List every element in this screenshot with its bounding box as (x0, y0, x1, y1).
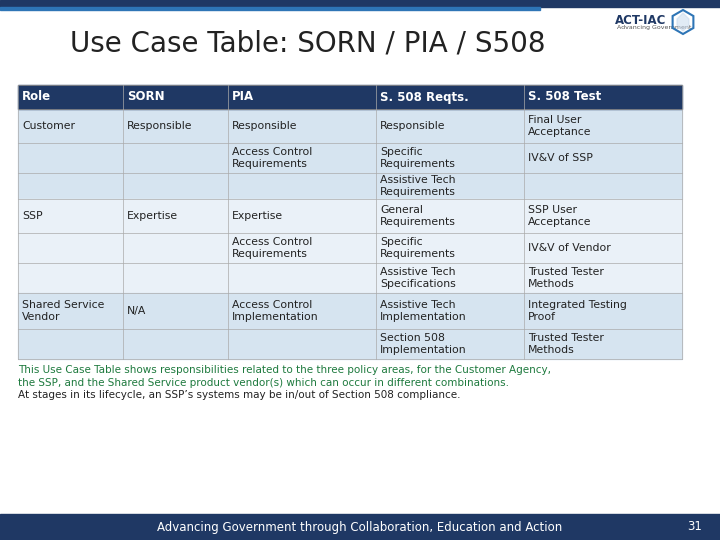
Bar (18, 109, 682, 143)
Text: Assistive Tech
Implementation: Assistive Tech Implementation (380, 300, 467, 322)
Bar (18, 263, 682, 293)
Text: Advancing Government: Advancing Government (617, 24, 691, 30)
Text: Use Case Table: SORN / PIA / S508: Use Case Table: SORN / PIA / S508 (70, 30, 546, 58)
Text: SORN: SORN (127, 91, 165, 104)
Bar (18, 199, 682, 233)
Text: Section 508
Implementation: Section 508 Implementation (380, 333, 467, 355)
Text: Access Control
Requirements: Access Control Requirements (232, 237, 312, 259)
Bar (18, 85, 682, 109)
Polygon shape (677, 13, 689, 31)
Text: Trusted Tester
Methods: Trusted Tester Methods (528, 333, 604, 355)
Text: S. 508 Reqts.: S. 508 Reqts. (380, 91, 469, 104)
Bar (18, 329, 682, 359)
Text: SSP User
Acceptance: SSP User Acceptance (528, 205, 592, 227)
Text: Customer: Customer (22, 121, 75, 131)
Text: S. 508 Test: S. 508 Test (528, 91, 601, 104)
Text: Role: Role (22, 91, 51, 104)
Bar (18, 173, 682, 199)
Text: Integrated Testing
Proof: Integrated Testing Proof (528, 300, 627, 322)
Bar (18, 143, 682, 173)
Text: Shared Service
Vendor: Shared Service Vendor (22, 300, 104, 322)
Text: Expertise: Expertise (127, 211, 178, 221)
Text: Expertise: Expertise (232, 211, 283, 221)
Text: PIA: PIA (232, 91, 254, 104)
Bar (18, 233, 682, 263)
Text: N/A: N/A (127, 306, 146, 316)
Text: Advancing Government through Collaboration, Education and Action: Advancing Government through Collaborati… (158, 521, 562, 534)
Text: the SSP, and the Shared Service product vendor(s) which can occur in different c: the SSP, and the Shared Service product … (18, 377, 509, 388)
Bar (0, 7, 540, 10)
Bar (18, 293, 682, 329)
Text: SSP: SSP (22, 211, 42, 221)
Text: Specific
Requirements: Specific Requirements (380, 237, 456, 259)
Text: Trusted Tester
Methods: Trusted Tester Methods (528, 267, 604, 289)
Text: Assistive Tech
Specifications: Assistive Tech Specifications (380, 267, 456, 289)
Text: Access Control
Requirements: Access Control Requirements (232, 147, 312, 169)
Text: Access Control
Implementation: Access Control Implementation (232, 300, 319, 322)
Text: 31: 31 (688, 521, 703, 534)
Text: General
Requirements: General Requirements (380, 205, 456, 227)
Text: Responsible: Responsible (127, 121, 192, 131)
Text: Responsible: Responsible (232, 121, 297, 131)
Text: IV&V of SSP: IV&V of SSP (528, 153, 593, 163)
Text: This Use Case Table shows responsibilities related to the three policy areas, fo: This Use Case Table shows responsibiliti… (18, 365, 551, 375)
Text: IV&V of Vendor: IV&V of Vendor (528, 243, 611, 253)
Bar (0, 514, 720, 540)
Text: ACT-IAC: ACT-IAC (615, 14, 667, 26)
Text: Responsible: Responsible (380, 121, 446, 131)
Text: At stages in its lifecycle, an SSP’s systems may be in/out of Section 508 compli: At stages in its lifecycle, an SSP’s sys… (18, 390, 461, 400)
Text: Assistive Tech
Requirements: Assistive Tech Requirements (380, 175, 456, 197)
Text: Specific
Requirements: Specific Requirements (380, 147, 456, 169)
Text: Final User
Acceptance: Final User Acceptance (528, 115, 592, 137)
Bar (0, 0, 720, 7)
